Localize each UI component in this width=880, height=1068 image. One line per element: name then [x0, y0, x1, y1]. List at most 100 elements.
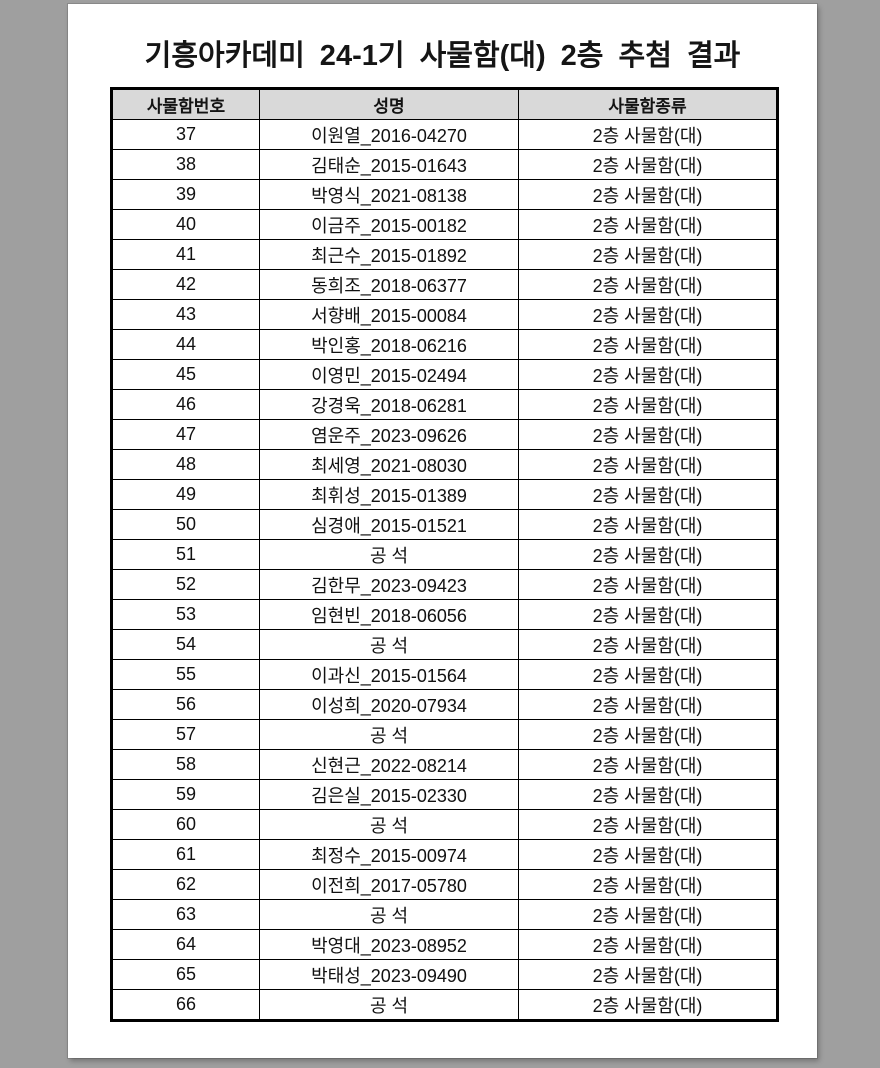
cell-locker-number: 61 — [111, 839, 260, 870]
table-row: 48 최세영_2021-08030 2층 사물함(대) — [111, 449, 778, 480]
cell-name: 박영대_2023-08952 — [259, 929, 519, 960]
cell-locker-number: 43 — [111, 299, 260, 330]
cell-locker-number: 55 — [111, 659, 260, 690]
cell-name: 공 석 — [259, 719, 519, 750]
cell-locker-number: 65 — [111, 959, 260, 990]
cell-name: 공 석 — [259, 899, 519, 930]
cell-locker-number: 38 — [111, 149, 260, 180]
cell-name: 최정수_2015-00974 — [259, 839, 519, 870]
table-row: 51 공 석 2층 사물함(대) — [111, 539, 778, 570]
table-body: 37 이원열_2016-04270 2층 사물함(대) 38 김태순_2015-… — [111, 119, 778, 1021]
table-row: 53 임현빈_2018-06056 2층 사물함(대) — [111, 599, 778, 630]
table-row: 42 동희조_2018-06377 2층 사물함(대) — [111, 269, 778, 300]
table-row: 41 최근수_2015-01892 2층 사물함(대) — [111, 239, 778, 270]
cell-locker-type: 2층 사물함(대) — [518, 209, 778, 240]
table-row: 56 이성희_2020-07934 2층 사물함(대) — [111, 689, 778, 720]
cell-name: 최세영_2021-08030 — [259, 449, 519, 480]
cell-locker-type: 2층 사물함(대) — [518, 599, 778, 630]
cell-name: 서향배_2015-00084 — [259, 299, 519, 330]
cell-locker-type: 2층 사물함(대) — [518, 659, 778, 690]
cell-locker-type: 2층 사물함(대) — [518, 449, 778, 480]
header-locker-type: 사물함종류 — [518, 88, 778, 120]
cell-name: 공 석 — [259, 989, 519, 1021]
table-row: 66 공 석 2층 사물함(대) — [111, 989, 778, 1021]
cell-locker-number: 42 — [111, 269, 260, 300]
table-row: 39 박영식_2021-08138 2층 사물함(대) — [111, 179, 778, 210]
cell-locker-type: 2층 사물함(대) — [518, 389, 778, 420]
table-header-row: 사물함번호 성명 사물함종류 — [111, 88, 778, 120]
cell-name: 공 석 — [259, 629, 519, 660]
table-row: 38 김태순_2015-01643 2층 사물함(대) — [111, 149, 778, 180]
cell-name: 최휘성_2015-01389 — [259, 479, 519, 510]
cell-locker-type: 2층 사물함(대) — [518, 269, 778, 300]
cell-locker-number: 64 — [111, 929, 260, 960]
table-row: 58 신현근_2022-08214 2층 사물함(대) — [111, 749, 778, 780]
cell-name: 김은실_2015-02330 — [259, 779, 519, 810]
header-locker-number: 사물함번호 — [111, 88, 260, 120]
cell-name: 염운주_2023-09626 — [259, 419, 519, 450]
cell-locker-type: 2층 사물함(대) — [518, 959, 778, 990]
cell-name: 이과신_2015-01564 — [259, 659, 519, 690]
cell-locker-type: 2층 사물함(대) — [518, 929, 778, 960]
cell-locker-number: 50 — [111, 509, 260, 540]
cell-locker-type: 2층 사물함(대) — [518, 419, 778, 450]
table-row: 63 공 석 2층 사물함(대) — [111, 899, 778, 930]
cell-name: 동희조_2018-06377 — [259, 269, 519, 300]
cell-locker-number: 54 — [111, 629, 260, 660]
cell-name: 심경애_2015-01521 — [259, 509, 519, 540]
cell-locker-type: 2층 사물함(대) — [518, 719, 778, 750]
cell-locker-type: 2층 사물함(대) — [518, 989, 778, 1021]
cell-name: 이전희_2017-05780 — [259, 869, 519, 900]
cell-locker-type: 2층 사물함(대) — [518, 779, 778, 810]
cell-locker-number: 58 — [111, 749, 260, 780]
cell-locker-number: 56 — [111, 689, 260, 720]
cell-name: 김한무_2023-09423 — [259, 569, 519, 600]
cell-name: 이금주_2015-00182 — [259, 209, 519, 240]
cell-name: 박인홍_2018-06216 — [259, 329, 519, 360]
cell-locker-number: 66 — [111, 989, 260, 1021]
cell-locker-number: 59 — [111, 779, 260, 810]
table-row: 47 염운주_2023-09626 2층 사물함(대) — [111, 419, 778, 450]
lottery-result-table: 사물함번호 성명 사물함종류 37 이원열_2016-04270 2층 사물함(… — [110, 87, 779, 1022]
cell-locker-type: 2층 사물함(대) — [518, 299, 778, 330]
table-row: 43 서향배_2015-00084 2층 사물함(대) — [111, 299, 778, 330]
cell-locker-type: 2층 사물함(대) — [518, 329, 778, 360]
cell-locker-type: 2층 사물함(대) — [518, 509, 778, 540]
table-row: 65 박태성_2023-09490 2층 사물함(대) — [111, 959, 778, 990]
cell-name: 공 석 — [259, 539, 519, 570]
table-row: 59 김은실_2015-02330 2층 사물함(대) — [111, 779, 778, 810]
table-row: 44 박인홍_2018-06216 2층 사물함(대) — [111, 329, 778, 360]
table-row: 40 이금주_2015-00182 2층 사물함(대) — [111, 209, 778, 240]
cell-locker-number: 47 — [111, 419, 260, 450]
cell-locker-number: 51 — [111, 539, 260, 570]
cell-locker-number: 63 — [111, 899, 260, 930]
cell-locker-type: 2층 사물함(대) — [518, 809, 778, 840]
table-row: 45 이영민_2015-02494 2층 사물함(대) — [111, 359, 778, 390]
table-row: 62 이전희_2017-05780 2층 사물함(대) — [111, 869, 778, 900]
cell-locker-number: 62 — [111, 869, 260, 900]
cell-name: 신현근_2022-08214 — [259, 749, 519, 780]
table-row: 60 공 석 2층 사물함(대) — [111, 809, 778, 840]
cell-locker-type: 2층 사물함(대) — [518, 569, 778, 600]
cell-locker-type: 2층 사물함(대) — [518, 749, 778, 780]
table-row: 50 심경애_2015-01521 2층 사물함(대) — [111, 509, 778, 540]
cell-locker-type: 2층 사물함(대) — [518, 179, 778, 210]
cell-name: 강경욱_2018-06281 — [259, 389, 519, 420]
table-row: 52 김한무_2023-09423 2층 사물함(대) — [111, 569, 778, 600]
cell-locker-type: 2층 사물함(대) — [518, 899, 778, 930]
cell-locker-number: 52 — [111, 569, 260, 600]
table-row: 64 박영대_2023-08952 2층 사물함(대) — [111, 929, 778, 960]
cell-locker-number: 39 — [111, 179, 260, 210]
cell-locker-number: 60 — [111, 809, 260, 840]
table-row: 49 최휘성_2015-01389 2층 사물함(대) — [111, 479, 778, 510]
page-title: 기흥아카데미 24-1기 사물함(대) 2층 추첨 결과 — [144, 40, 741, 72]
cell-locker-type: 2층 사물함(대) — [518, 689, 778, 720]
table-row: 37 이원열_2016-04270 2층 사물함(대) — [111, 119, 778, 150]
cell-locker-number: 41 — [111, 239, 260, 270]
cell-locker-number: 46 — [111, 389, 260, 420]
cell-locker-type: 2층 사물함(대) — [518, 239, 778, 270]
cell-name: 박영식_2021-08138 — [259, 179, 519, 210]
cell-name: 박태성_2023-09490 — [259, 959, 519, 990]
cell-name: 이원열_2016-04270 — [259, 119, 519, 150]
document-page: 기흥아카데미 24-1기 사물함(대) 2층 추첨 결과 사물함번호 성명 사물… — [68, 4, 817, 1058]
